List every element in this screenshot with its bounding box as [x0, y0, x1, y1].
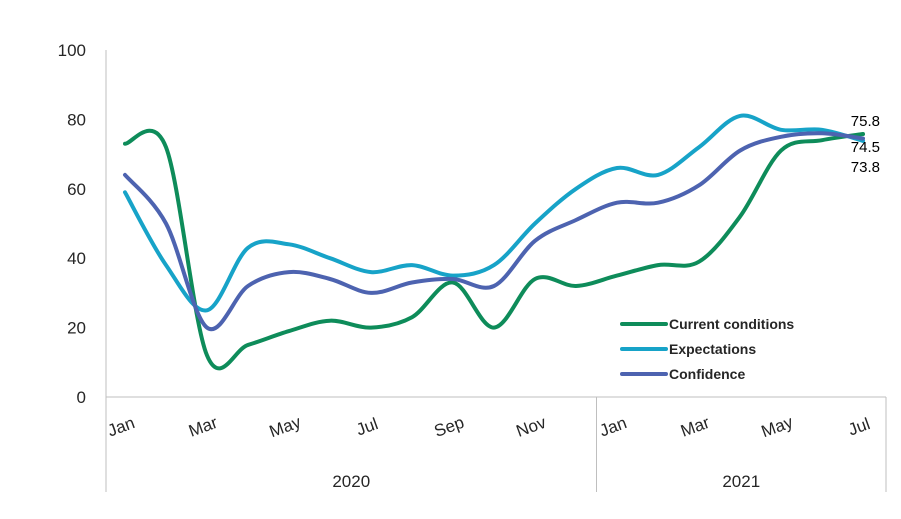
x-tick-label: Nov: [514, 413, 549, 441]
legend-label-confidence: Confidence: [669, 366, 745, 382]
x-tick-label: Mar: [678, 413, 712, 441]
y-tick-label: 0: [77, 388, 86, 407]
series-line-current-conditions: [123, 128, 865, 371]
year-labels: 2020 2021: [332, 472, 760, 491]
x-tick-label: Jan: [597, 413, 629, 440]
end-value-label: 75.8: [851, 113, 880, 130]
x-tick-label: May: [759, 412, 796, 441]
x-tick-label: Jul: [846, 414, 873, 439]
x-tick-label: Mar: [186, 413, 220, 441]
series-lines: [123, 113, 865, 371]
end-value-label: 74.5: [851, 139, 880, 156]
y-tick-label: 40: [67, 249, 86, 268]
series-line-expectations: [123, 113, 865, 313]
legend: Current conditions Expectations Confidence: [620, 316, 794, 382]
legend-label-current-conditions: Current conditions: [669, 316, 794, 332]
y-tick-label: 20: [67, 319, 86, 338]
x-tick-label: May: [267, 412, 304, 441]
y-tick-label: 80: [67, 110, 86, 129]
x-tick-label: Jul: [354, 414, 381, 439]
chart-axes: [105, 50, 887, 492]
x-tick-label: Sep: [432, 413, 467, 441]
year-label: 2021: [722, 472, 760, 491]
end-value-label: 73.8: [851, 159, 880, 176]
y-tick-label: 60: [67, 180, 86, 199]
x-tick-label: Jan: [105, 413, 137, 440]
series-line-confidence: [123, 131, 865, 332]
legend-label-expectations: Expectations: [669, 341, 756, 357]
end-value-labels: 75.8 74.5 73.8: [851, 113, 880, 176]
x-axis-ticks: Jan Mar May Jul Sep Nov Jan Mar May Jul: [105, 412, 873, 441]
y-tick-label: 100: [58, 41, 86, 60]
year-label: 2020: [332, 472, 370, 491]
y-axis-ticks: 0 20 40 60 80 100: [58, 41, 86, 407]
